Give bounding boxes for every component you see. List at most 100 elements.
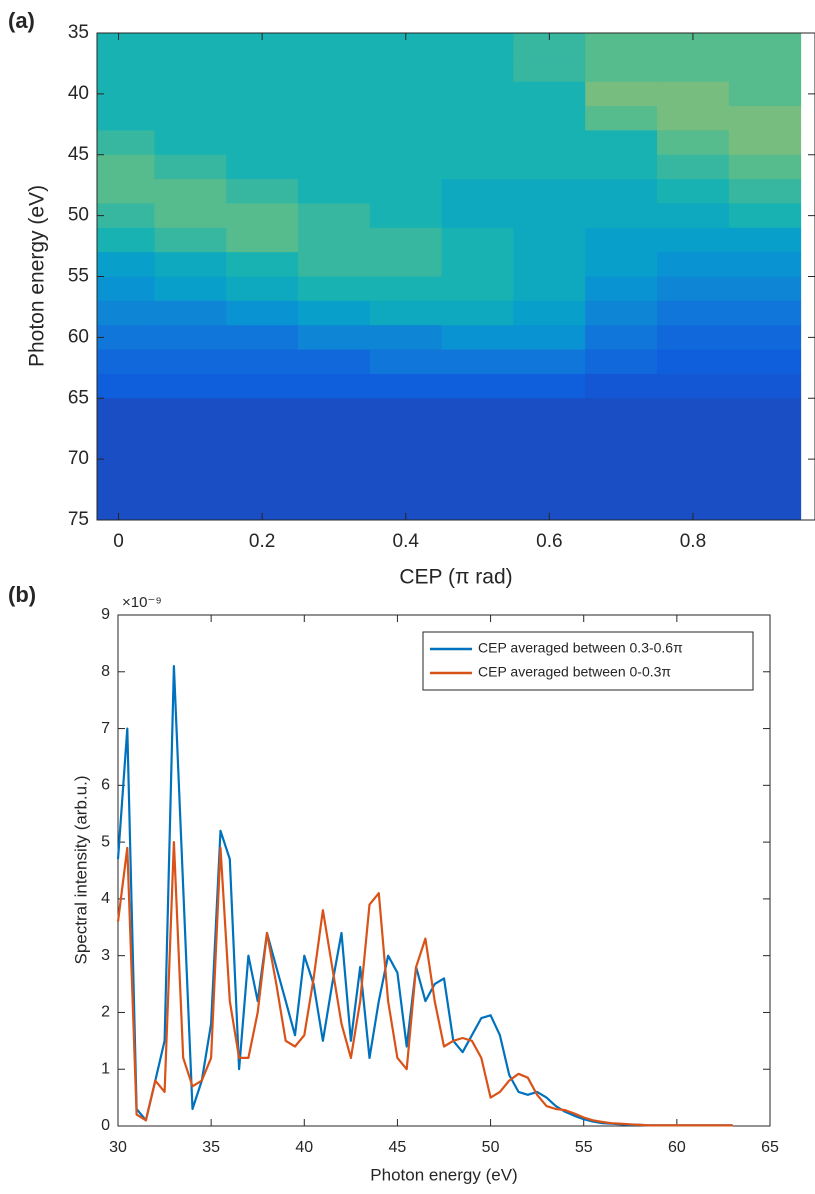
heatmap-cell <box>441 154 514 180</box>
y-tick-label: 4 <box>101 890 110 907</box>
heatmap-cell <box>657 349 730 375</box>
heatmap-cell <box>513 276 586 302</box>
heatmap-cell <box>369 203 443 229</box>
heatmap-cell <box>728 57 802 83</box>
x-tick-label: 40 <box>295 1139 313 1156</box>
x-tick-label: 60 <box>668 1139 686 1156</box>
y-tick-label: 0 <box>101 1117 110 1134</box>
heatmap-cell <box>226 203 299 229</box>
heatmap-cell <box>728 398 802 424</box>
heatmap-cell <box>728 130 802 156</box>
heatmap-cell <box>585 179 658 204</box>
heatmap-cell <box>226 252 299 277</box>
heatmap-cell <box>298 81 371 107</box>
heatmap-cell <box>728 422 802 448</box>
heatmap-cell <box>728 81 802 107</box>
heatmap-cell <box>369 106 443 131</box>
heatmap-cell <box>226 130 299 156</box>
heatmap-cell <box>154 106 227 131</box>
heatmap-cell <box>585 446 658 472</box>
heatmap-cell <box>657 227 730 253</box>
heatmap-cell <box>97 325 155 351</box>
heatmap-cell <box>657 57 730 83</box>
y-tick-label: 8 <box>101 663 110 680</box>
heatmap-cell <box>97 349 155 375</box>
heatmap-cell <box>441 252 514 277</box>
heatmap-cell <box>657 300 730 326</box>
heatmap-cell <box>97 154 155 180</box>
x-tick-label: 0.2 <box>249 531 275 552</box>
y-tick-label: 45 <box>68 144 89 165</box>
y-tick-label: 7 <box>101 720 110 737</box>
heatmap-cell <box>97 203 155 229</box>
heatmap-cell <box>369 130 443 156</box>
heatmap-cell <box>154 252 227 277</box>
x-tick-label: 45 <box>389 1139 407 1156</box>
heatmap-cell <box>513 300 586 326</box>
heatmap-cell <box>298 276 371 302</box>
heatmap-cell <box>728 106 802 131</box>
heatmap-cell <box>298 398 371 424</box>
heatmap-cell <box>298 252 371 277</box>
heatmap-cell <box>226 106 299 131</box>
heatmap-cell <box>298 130 371 156</box>
heatmap-cell <box>513 81 586 107</box>
heatmap-cell <box>585 422 658 448</box>
y-axis-label: Spectral intensity (arb.u.) <box>71 776 90 965</box>
heatmap-cell <box>369 325 443 351</box>
heatmap-cell <box>226 154 299 180</box>
heatmap-cell <box>441 349 514 375</box>
heatmap-cell <box>513 422 586 448</box>
heatmap-cell <box>298 471 371 497</box>
heatmap-cell <box>154 422 227 448</box>
heatmap-cell <box>369 471 443 497</box>
heatmap-cell <box>226 57 299 83</box>
heatmap-cell <box>226 81 299 107</box>
heatmap-cell <box>154 154 227 180</box>
heatmap-cell <box>298 33 371 58</box>
heatmap-cell <box>728 33 802 58</box>
heatmap-cell <box>298 57 371 83</box>
heatmap-cell <box>657 130 730 156</box>
heatmap-cell <box>369 154 443 180</box>
heatmap-cell <box>585 495 658 520</box>
heatmap-cell <box>657 325 730 351</box>
heatmap-cell <box>154 276 227 302</box>
heatmap-cell <box>154 325 227 351</box>
heatmap-cell <box>585 300 658 326</box>
heatmap-cell <box>97 227 155 253</box>
heatmap-cell <box>97 57 155 83</box>
heatmap-cell <box>728 252 802 277</box>
x-tick-label: 0.4 <box>393 531 420 552</box>
heatmap-cell <box>154 471 227 497</box>
y-tick-label: 70 <box>68 448 89 469</box>
x-tick-label: 50 <box>482 1139 500 1156</box>
heatmap-cell <box>585 276 658 302</box>
heatmap-cell <box>441 81 514 107</box>
y-tick-label: 3 <box>101 947 110 964</box>
heatmap-cell <box>585 252 658 277</box>
heatmap-cell <box>226 300 299 326</box>
heatmap-cell <box>97 422 155 448</box>
heatmap-cell <box>728 446 802 472</box>
heatmap-cell <box>154 179 227 204</box>
heatmap-cell <box>97 179 155 204</box>
legend-box <box>422 631 754 691</box>
heatmap-cell <box>657 446 730 472</box>
heatmap-cell <box>585 106 658 131</box>
heatmap-cell <box>513 57 586 83</box>
heatmap-cell <box>97 495 155 520</box>
heatmap-cell <box>97 471 155 497</box>
heatmap-cell <box>226 471 299 497</box>
heatmap-cell <box>154 495 227 520</box>
heatmap-cell <box>585 349 658 375</box>
heatmap-cell <box>226 325 299 351</box>
heatmap-cell <box>369 446 443 472</box>
heatmap-cell <box>97 398 155 424</box>
heatmap-cell <box>298 422 371 448</box>
heatmap-cell <box>585 33 658 58</box>
heatmap-cell <box>513 398 586 424</box>
panel-label: (b) <box>8 582 36 607</box>
y-tick-label: 5 <box>101 833 110 850</box>
